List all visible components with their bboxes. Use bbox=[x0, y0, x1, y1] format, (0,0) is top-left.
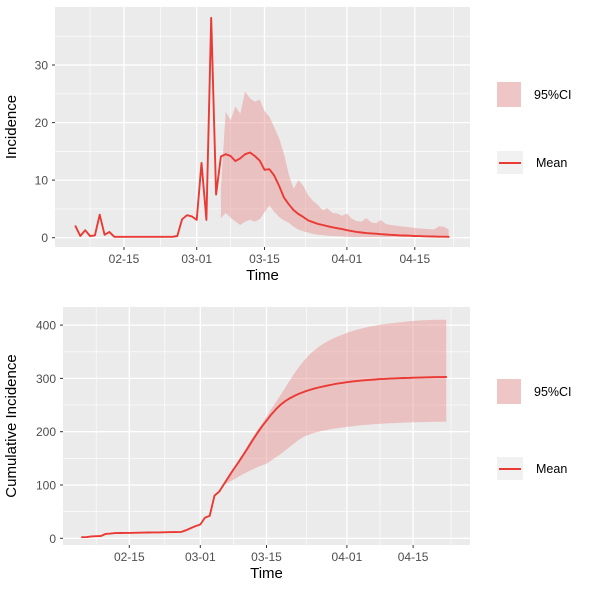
x-tick-label: 03-01 bbox=[185, 550, 216, 564]
data-layer bbox=[81, 319, 448, 539]
x-tick-label: 03-15 bbox=[251, 550, 282, 564]
x-axis-title: Time bbox=[250, 565, 283, 582]
mean-label: Mean bbox=[536, 155, 568, 170]
legend-entry-mean: Mean bbox=[497, 151, 567, 174]
mean-line-swatch bbox=[497, 457, 523, 480]
ci-label: 95%CI bbox=[534, 384, 572, 399]
legend-entry-ci: 95%CI bbox=[497, 82, 572, 107]
cumulative-incidence-chart: 02-15 03-01 03-15 04-01 04-15 0 100 200 300 400 Ti… bbox=[3, 307, 470, 582]
x-tick-label: 02-15 bbox=[114, 550, 145, 564]
x-tick-label: 02-15 bbox=[109, 252, 140, 266]
x-tick-label: 04-15 bbox=[398, 550, 429, 564]
legend-entry-mean: Mean bbox=[497, 457, 567, 480]
y-axis-title: Cumulative Incidence bbox=[3, 354, 20, 497]
mean-line bbox=[74, 16, 450, 238]
x-axis-title: Time bbox=[246, 267, 279, 284]
data-layer bbox=[74, 16, 450, 238]
y-tick-label: 10 bbox=[35, 174, 49, 188]
ci-ribbon-swatch bbox=[497, 379, 521, 404]
y-tick-label: 300 bbox=[36, 372, 56, 386]
legend-entry-ci: 95%CI bbox=[497, 379, 572, 404]
legend-incidence: 95%CI Mean bbox=[497, 0, 597, 290]
mean-label: Mean bbox=[536, 461, 568, 476]
y-tick-label: 400 bbox=[36, 319, 56, 333]
mean-key-line-icon bbox=[499, 161, 521, 164]
ci-ribbon bbox=[220, 91, 449, 238]
y-tick-label: 100 bbox=[36, 479, 56, 493]
incidence-chart: 02-15 03-01 03-15 04-01 04-15 0 10 20 30 Time Inci… bbox=[3, 7, 470, 284]
y-tick-label: 200 bbox=[36, 425, 56, 439]
ci-label: 95%CI bbox=[534, 87, 572, 102]
mean-line bbox=[81, 376, 448, 539]
x-tick-label: 03-01 bbox=[181, 252, 212, 266]
ci-ribbon-swatch bbox=[497, 82, 521, 107]
y-tick-label: 0 bbox=[49, 532, 56, 546]
y-tick-label: 0 bbox=[41, 231, 48, 245]
x-tick-label: 04-01 bbox=[332, 252, 363, 266]
legend-cumulative: 95%CI Mean bbox=[497, 290, 597, 600]
x-tick-label: 04-15 bbox=[399, 252, 430, 266]
x-tick-label: 03-15 bbox=[249, 252, 280, 266]
mean-key-line-icon bbox=[499, 467, 521, 470]
y-axis-title: Incidence bbox=[3, 95, 20, 159]
y-tick-label: 30 bbox=[35, 59, 49, 73]
ci-ribbon bbox=[223, 319, 447, 485]
y-tick-label: 20 bbox=[35, 116, 49, 130]
mean-line-swatch bbox=[497, 151, 523, 174]
x-tick-label: 04-01 bbox=[332, 550, 363, 564]
